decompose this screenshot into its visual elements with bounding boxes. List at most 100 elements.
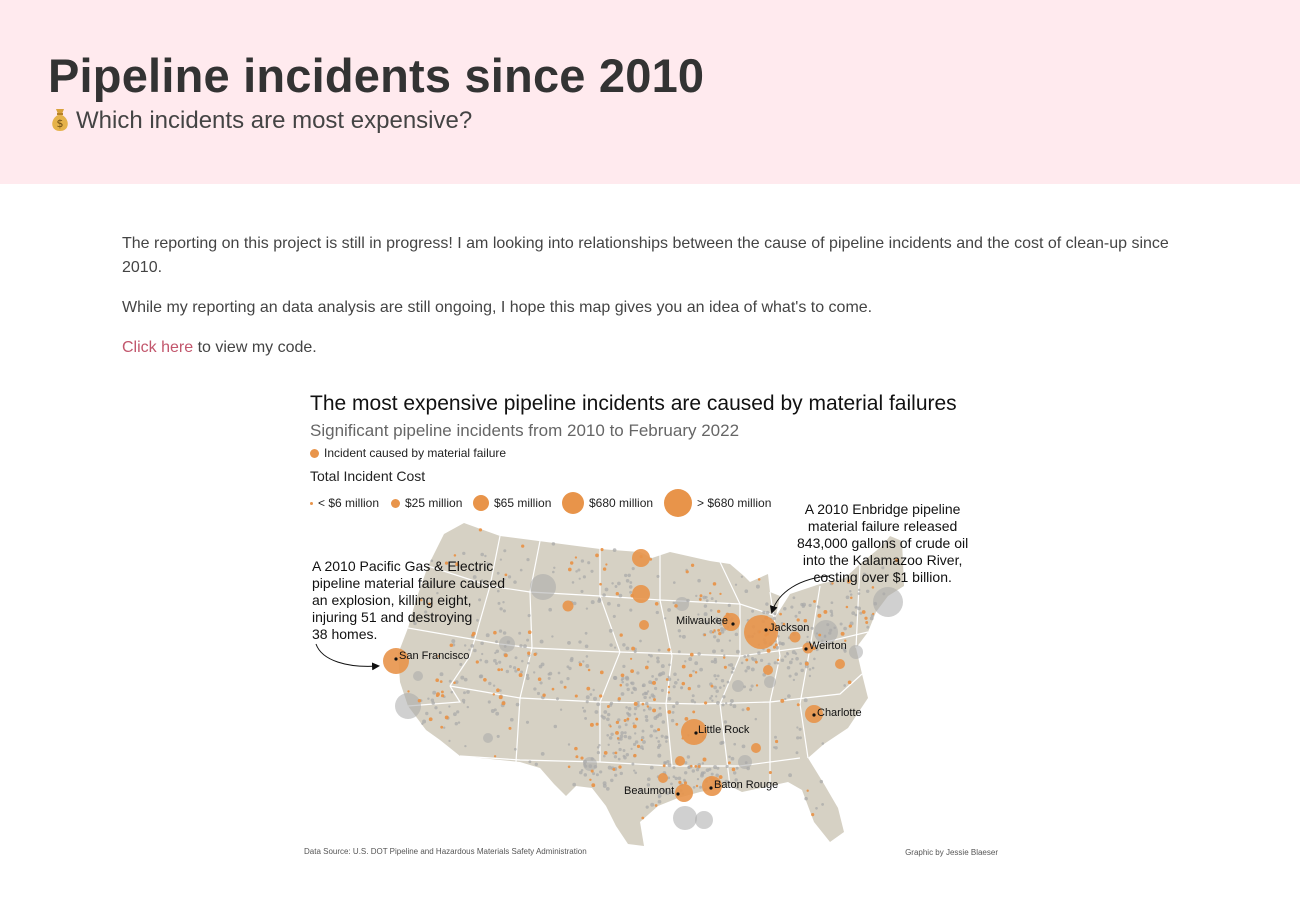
incident-circle [583,757,597,771]
incident-dot [641,684,645,688]
incident-dot [575,755,579,759]
incident-dot [618,747,622,752]
incident-dot [708,767,712,771]
incident-dot [666,760,670,764]
view-code-link[interactable]: Click here [122,339,194,356]
incident-dot [623,719,627,722]
incident-dot [677,629,681,633]
city-label-san-francisco: San Francisco [399,650,469,662]
incident-dot [484,659,489,664]
incident-dot [801,604,805,608]
incident-dot [407,690,410,693]
incident-dot [629,657,633,660]
incident-dot [584,716,588,720]
incident-dot [685,570,689,574]
incident-dot [871,586,875,589]
incident-dot [808,674,812,678]
incident-dot [697,765,701,768]
incident-dot [673,680,678,685]
incident-dot [845,605,849,609]
incident-dot [672,705,676,709]
incident-dot [654,677,658,681]
incident-dot [417,698,422,703]
data-source: Data Source: U.S. DOT Pipeline and Hazar… [304,847,587,856]
incident-dot [777,635,780,638]
incident-dot [645,701,649,706]
incident-dot [498,629,503,633]
incident-dot [803,698,808,703]
incident-dot [571,581,575,584]
incident-dot [463,691,466,695]
other-large-incidents-layer [395,574,903,830]
incident-dot [713,629,716,632]
incident-dot [607,765,612,770]
incident-dot [717,628,721,632]
incident-dot [684,761,688,765]
incident-dot [801,627,805,632]
incident-dot [431,701,435,705]
incident-dot [694,671,698,674]
incident-dot [842,647,847,651]
incident-dot [547,672,551,676]
incident-dot [613,646,617,649]
incident-dot [799,736,802,740]
incident-dot [817,613,822,618]
incident-dot [646,705,649,708]
incident-dot [864,616,868,620]
material-failure-large-incidents-layer [383,549,845,802]
incident-dot [675,722,679,726]
incident-dot [657,743,662,748]
incident-dot [595,553,599,558]
incident-dot [658,672,663,677]
incident-dot [774,739,779,744]
incident-dot [788,660,793,665]
annotation-east: A 2010 Enbridge pipeline material failur… [797,501,969,585]
incident-dot [499,558,503,561]
incident-dot [557,671,561,675]
incident-dot [497,601,501,605]
incident-dot [796,703,800,707]
incident-dot [619,771,623,776]
incident-circle [673,806,697,830]
incident-dot [577,568,581,572]
incident-dot [740,661,744,665]
incident-dot [428,717,433,722]
page-title: Pipeline incidents since 2010 [48,49,705,102]
incident-dot [514,656,518,660]
incident-dot [735,649,740,654]
incident-dot [581,706,585,709]
legend-cause-label: Incident caused by material failure [324,446,507,460]
incident-dot [745,658,749,662]
incident-dot [622,643,626,647]
incident-dot [462,551,466,556]
size-legend-label: < $6 million [318,496,380,510]
incident-dot [744,589,749,594]
incident-dot [622,664,626,669]
intro-paragraph-2: While my reporting an data analysis are … [122,299,873,316]
incident-circle [395,693,421,719]
incident-dot [625,683,629,687]
incident-dot [590,569,594,573]
incident-dot [651,675,654,678]
incident-dot [606,717,610,722]
city-label-little-rock: Little Rock [698,724,750,736]
intro-paragraph-3: Click here to view my code. [122,336,1182,360]
incident-dot [724,779,729,784]
incident-dot [578,770,583,775]
incident-dot [657,648,661,652]
incident-circle [763,665,773,675]
incident-dot [695,768,700,772]
legend-dot [310,448,319,458]
incident-dot [464,744,467,748]
incident-dot [521,544,525,548]
incident-dot [710,660,714,664]
incident-dot [830,601,834,605]
incident-dot [451,639,456,644]
incident-dot [478,598,482,602]
incident-dot [696,777,700,781]
incident-dot [667,710,672,714]
incident-dot [727,603,731,607]
incident-dot [813,599,816,603]
incident-dot [620,731,625,735]
incident-dot [658,712,663,717]
